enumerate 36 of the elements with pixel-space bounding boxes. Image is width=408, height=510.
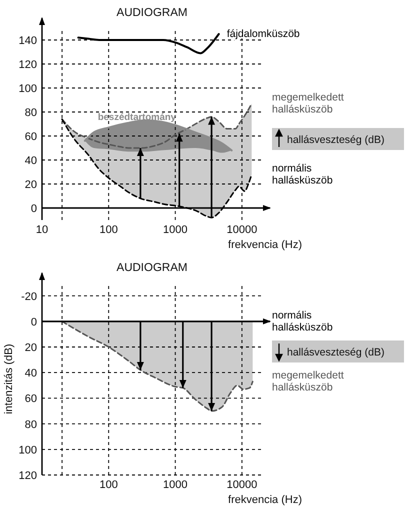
x-tick-label: 10 (36, 224, 48, 236)
y-axis-title: intenzitás (dB) (3, 344, 15, 414)
y-tick-label: 60 (24, 131, 37, 143)
y-tick-label: 60 (24, 393, 37, 406)
x-tick-label: 1000 (163, 224, 188, 236)
series-label: megemelkedett hallásküszöb (272, 92, 344, 116)
x-tick-label: 100 (99, 224, 118, 236)
x-axis-title: frekvencia (Hz) (228, 494, 302, 506)
y-tick-label: 40 (24, 368, 37, 380)
x-tick-label: 10000 (226, 224, 258, 236)
x-tick-label: 10000 (226, 479, 258, 491)
y-tick-label: 80 (24, 418, 37, 431)
ref-line-label: normális hallásküszöb (272, 309, 333, 334)
series-label: normális hallásküszöb (272, 162, 333, 186)
y-tick-label: 100 (18, 444, 37, 456)
y-tick-label: 80 (24, 107, 37, 119)
series-label: fájdalomküszöb (226, 28, 300, 40)
chart-title: AUDIOGRAM (116, 262, 188, 274)
legend-label: hallásveszteség (dB) (287, 134, 384, 146)
series-label: megemelkedett hallásküszöb (272, 370, 344, 394)
x-tick-label: 1000 (163, 479, 188, 491)
y-tick-label: 100 (18, 83, 37, 95)
y-tick-label: 140 (18, 35, 37, 47)
y-tick-label: 0 (30, 316, 37, 328)
y-tick-label: 40 (24, 155, 37, 167)
y-tick-label: 120 (18, 470, 37, 482)
x-axis-title: frekvencia (Hz) (228, 239, 302, 251)
y-tick-label: -20 (21, 290, 37, 303)
series-label: beszédtartomány (98, 112, 177, 123)
y-tick-label: 120 (18, 59, 37, 71)
y-tick-label: 20 (24, 342, 37, 354)
legend-label: hallásveszteség (dB) (287, 346, 384, 358)
y-tick-label: 0 (30, 203, 37, 215)
x-tick-label: 100 (99, 479, 118, 491)
chart-title: AUDIOGRAM (116, 7, 188, 19)
y-tick-label: 20 (24, 179, 37, 191)
